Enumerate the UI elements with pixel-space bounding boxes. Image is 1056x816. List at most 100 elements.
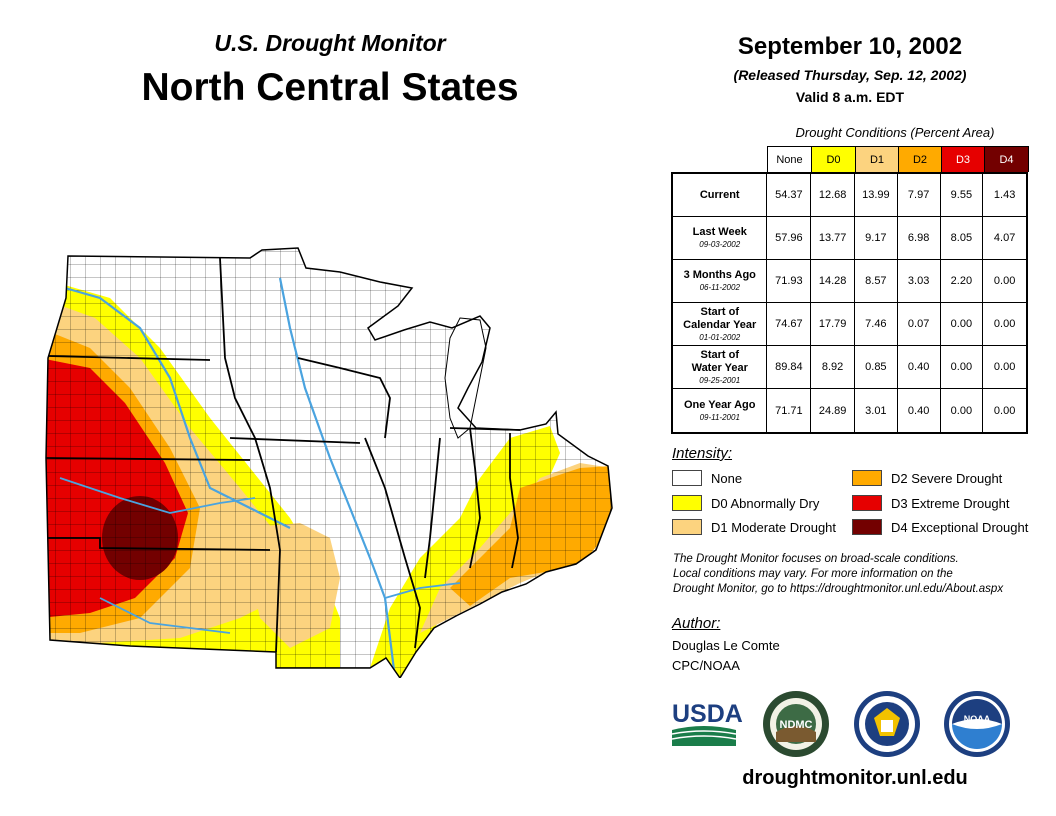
row-label-line: Current bbox=[699, 188, 740, 201]
region-outline bbox=[45, 247, 613, 678]
kansas-river bbox=[99, 597, 231, 634]
doc-seal-logo bbox=[854, 691, 920, 757]
legend-swatch bbox=[672, 470, 702, 486]
svg-text:NDMC: NDMC bbox=[780, 719, 813, 731]
table-cell: 0.40 bbox=[898, 389, 941, 432]
table-cell: 8.92 bbox=[811, 346, 855, 388]
row-label-line: 3 Months Ago bbox=[683, 269, 756, 281]
row-label-line: Start of bbox=[700, 348, 739, 361]
legend-swatch bbox=[672, 495, 702, 511]
table-header-row: None D0 D1 D2 D3 D4 bbox=[767, 146, 1029, 172]
table-cell: 54.37 bbox=[767, 174, 812, 216]
map-title: North Central States bbox=[141, 66, 519, 109]
legend-label: None bbox=[711, 470, 743, 486]
legend-item-d4: D4 Exceptional Drought bbox=[852, 519, 1028, 535]
table-cell: 7.46 bbox=[855, 303, 898, 345]
platte-river bbox=[59, 477, 256, 514]
table-row: Last Week 09-03-2002 57.96 13.77 9.17 6.98 8.0… bbox=[673, 217, 1026, 260]
table-row: Start of Calendar Year 01-01-2002 74.67 17.7… bbox=[673, 303, 1026, 346]
table-cell: 0.85 bbox=[855, 346, 898, 388]
row-date: 06-11-2002 bbox=[699, 283, 740, 292]
ndmc-logo: NDMC bbox=[763, 691, 829, 757]
row-label: Last Week 09-03-2002 bbox=[673, 217, 768, 259]
legend-title: Intensity: bbox=[672, 445, 733, 462]
legend-label: D0 Abnormally Dry bbox=[711, 495, 820, 511]
website-url[interactable]: droughtmonitor.unl.edu bbox=[742, 767, 968, 789]
row-date: 01-01-2002 bbox=[699, 332, 741, 342]
table-cell: 89.84 bbox=[767, 346, 812, 388]
table-cell: 0.00 bbox=[993, 404, 1016, 417]
table-caption: Drought Conditions (Percent Area) bbox=[795, 125, 995, 140]
missouri-river bbox=[64, 286, 291, 529]
table-cell: 2.20 bbox=[941, 260, 984, 302]
column-header-d2: D2 bbox=[899, 147, 942, 172]
row-date: 09-11-2001 bbox=[699, 412, 740, 422]
map-subtitle: U.S. Drought Monitor bbox=[214, 30, 446, 56]
table-row: Start of Water Year 09-25-2001 89.84 8.92 0.8… bbox=[673, 346, 1026, 389]
legend-label: D2 Severe Drought bbox=[891, 470, 1003, 486]
table-cell: 14.28 bbox=[811, 260, 855, 302]
column-header-d1: D1 bbox=[856, 147, 899, 172]
table-cell: 0.00 bbox=[993, 361, 1016, 373]
drought-map bbox=[45, 247, 613, 678]
table-cell: 0.00 bbox=[993, 275, 1016, 287]
row-label-line: Water Year bbox=[691, 361, 748, 374]
legend-item-d1: D1 Moderate Drought bbox=[672, 519, 836, 535]
table-cell: 17.79 bbox=[811, 303, 855, 345]
row-label: 3 Months Ago 06-11-2002 bbox=[673, 260, 768, 302]
column-header-none: None bbox=[768, 147, 812, 172]
table-cell: 7.97 bbox=[898, 174, 941, 216]
column-header-d4: D4 bbox=[985, 147, 1028, 172]
ohio-river bbox=[384, 582, 461, 599]
column-header-d3: D3 bbox=[942, 147, 985, 172]
legend-item-none: None bbox=[672, 470, 742, 486]
table-row: One Year Ago 09-11-2001 71.71 24.89 3.01 0.40… bbox=[673, 389, 1026, 432]
row-date: 09-25-2001 bbox=[699, 375, 741, 385]
svg-text:NOAA: NOAA bbox=[964, 714, 991, 724]
row-label-line: Start of bbox=[700, 305, 739, 318]
state-borders bbox=[45, 257, 521, 653]
legend-item-d3: D3 Extreme Drought bbox=[852, 495, 1010, 511]
row-label: Current bbox=[673, 174, 768, 216]
mississippi-river bbox=[278, 277, 397, 678]
table-cell: 0.00 bbox=[941, 389, 984, 432]
table-row: 3 Months Ago 06-11-2002 71.93 14.28 8.57 3.03… bbox=[673, 260, 1026, 303]
table-cell: 24.89 bbox=[811, 389, 855, 432]
table-cell: 4.07 bbox=[993, 232, 1016, 244]
table-cell: 12.68 bbox=[811, 174, 855, 216]
partner-logos: USDA NDMC NOAA bbox=[671, 690, 1042, 760]
table-cell: 74.67 bbox=[767, 303, 812, 345]
table-cell: 9.55 bbox=[941, 174, 984, 216]
table-cell: 13.99 bbox=[855, 174, 898, 216]
disclaimer-note: The Drought Monitor focuses on broad-sca… bbox=[673, 552, 1043, 597]
row-label-line: One Year Ago bbox=[683, 398, 756, 411]
legend-label: D4 Exceptional Drought bbox=[891, 519, 1029, 535]
legend-swatch bbox=[852, 519, 882, 535]
author-name: Douglas Le Comte bbox=[672, 638, 780, 653]
release-date: (Released Thursday, Sep. 12, 2002) bbox=[733, 67, 967, 83]
legend-swatch bbox=[672, 519, 702, 535]
table-cell: 0.00 bbox=[941, 346, 984, 388]
author-org: CPC/NOAA bbox=[672, 658, 740, 673]
table-row: Current 54.37 12.68 13.99 7.97 9.55 1.43 bbox=[673, 174, 1026, 217]
note-line: Local conditions may vary. For more info… bbox=[673, 568, 953, 580]
table-cell: 8.05 bbox=[941, 217, 984, 259]
table-cell: 13.77 bbox=[811, 217, 855, 259]
table-cell: 0.40 bbox=[898, 346, 941, 388]
legend-swatch bbox=[852, 470, 882, 486]
table-cell: 0.07 bbox=[898, 303, 941, 345]
row-label: Start of Calendar Year 01-01-2002 bbox=[673, 303, 768, 345]
svg-text:USDA: USDA bbox=[672, 700, 743, 728]
table-cell: 3.01 bbox=[855, 389, 898, 432]
valid-time: Valid 8 a.m. EDT bbox=[795, 89, 905, 105]
row-label-line: Last Week bbox=[692, 226, 747, 238]
table-cell: 1.43 bbox=[993, 189, 1016, 201]
row-date: 09-03-2002 bbox=[699, 240, 741, 249]
table-cell: 71.93 bbox=[767, 260, 812, 302]
note-line: Drought Monitor, go to https://droughtmo… bbox=[673, 583, 1004, 595]
table-cell: 8.57 bbox=[855, 260, 898, 302]
legend-item-d0: D0 Abnormally Dry bbox=[672, 495, 819, 511]
row-label: One Year Ago 09-11-2001 bbox=[673, 389, 768, 432]
monitor-date: September 10, 2002 bbox=[737, 33, 963, 60]
author-title: Author: bbox=[672, 615, 721, 632]
